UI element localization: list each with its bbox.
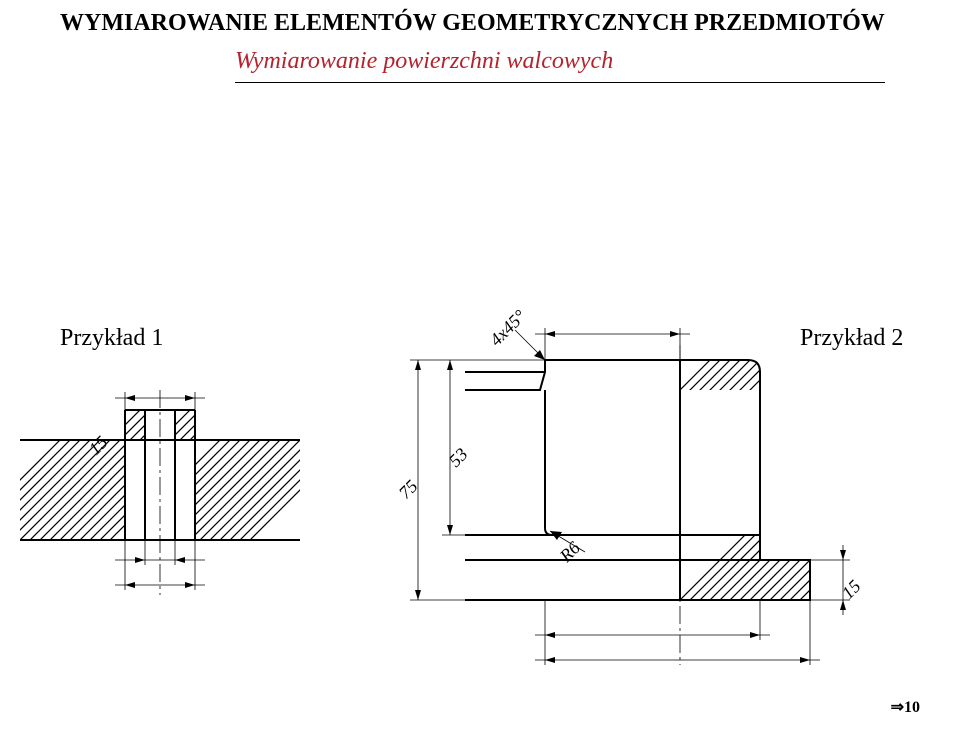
page-number: ⇒10 [891,697,920,717]
example1-drawing: 15 [0,380,330,640]
dim-chamfer: 4x45° [486,306,530,350]
dim-53: 53 [445,444,472,471]
example1-label: Przykład 1 [60,325,163,352]
dim-15-left: 15 [85,432,112,459]
arrow-icon: ⇒ [891,699,904,716]
example2-drawing: 4x45° R6 [350,300,910,690]
dim-15-right: 15 [838,576,865,603]
page-subtitle: Wymiarowanie powierzchni walcowych [235,48,613,75]
dim-75: 75 [395,476,422,503]
dim-r6: R6 [555,538,584,567]
page-title: WYMIAROWANIE ELEMENTÓW GEOMETRYCZNYCH PR… [60,10,885,37]
title-underline [235,82,885,83]
page-number-value: 10 [904,699,920,716]
